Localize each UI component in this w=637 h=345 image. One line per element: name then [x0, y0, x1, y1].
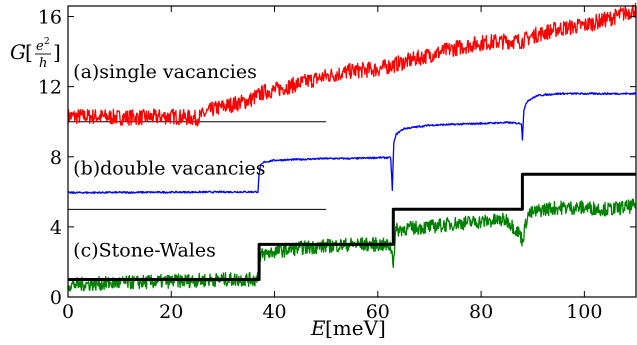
axes [67, 5, 637, 298]
series-lines [67, 2, 637, 292]
y-axis-label: G [ e 2 h ] [10, 37, 61, 71]
y-tick-label: 16 [38, 7, 62, 29]
ylabel-close-bracket: ] [53, 40, 61, 64]
series-line-3 [68, 172, 636, 281]
annotation-label: (b)double vacancies [73, 157, 265, 179]
x-tick-label: 100 [566, 301, 602, 323]
xlabel-unit: [meV] [325, 316, 386, 340]
y-tick-label: 0 [50, 287, 62, 309]
plot-frame [67, 5, 637, 298]
annotation-label: (a)single vacancies [73, 61, 257, 83]
x-tick-label: 0 [62, 301, 74, 323]
y-tick-label: 4 [50, 217, 62, 239]
ylabel-open-bracket: [ [25, 40, 33, 64]
annotation-label: (c)Stone-Wales [73, 240, 216, 262]
ylabel-numerator: e [36, 39, 44, 54]
x-tick-label: 60 [366, 301, 390, 323]
annotations: (a)single vacancies (b)double vacancies (c… [73, 61, 265, 262]
ylabel-denominator: h [39, 56, 47, 71]
x-tick-label: 20 [159, 301, 183, 323]
y-tick-label: 8 [50, 147, 62, 169]
x-tick-label: 80 [469, 301, 493, 323]
ylabel-exponent: 2 [44, 37, 50, 47]
series-line-0 [67, 2, 637, 127]
y-tick-label: 12 [38, 77, 62, 99]
x-tick-label: 40 [262, 301, 286, 323]
ticks: 0 20 40 60 80 100 0 4 8 12 16 [38, 6, 636, 323]
ylabel-symbol: G [10, 40, 26, 64]
series-line-1 [67, 92, 637, 195]
xlabel-symbol: E [310, 316, 326, 340]
x-axis-label: E [meV] [310, 316, 386, 340]
